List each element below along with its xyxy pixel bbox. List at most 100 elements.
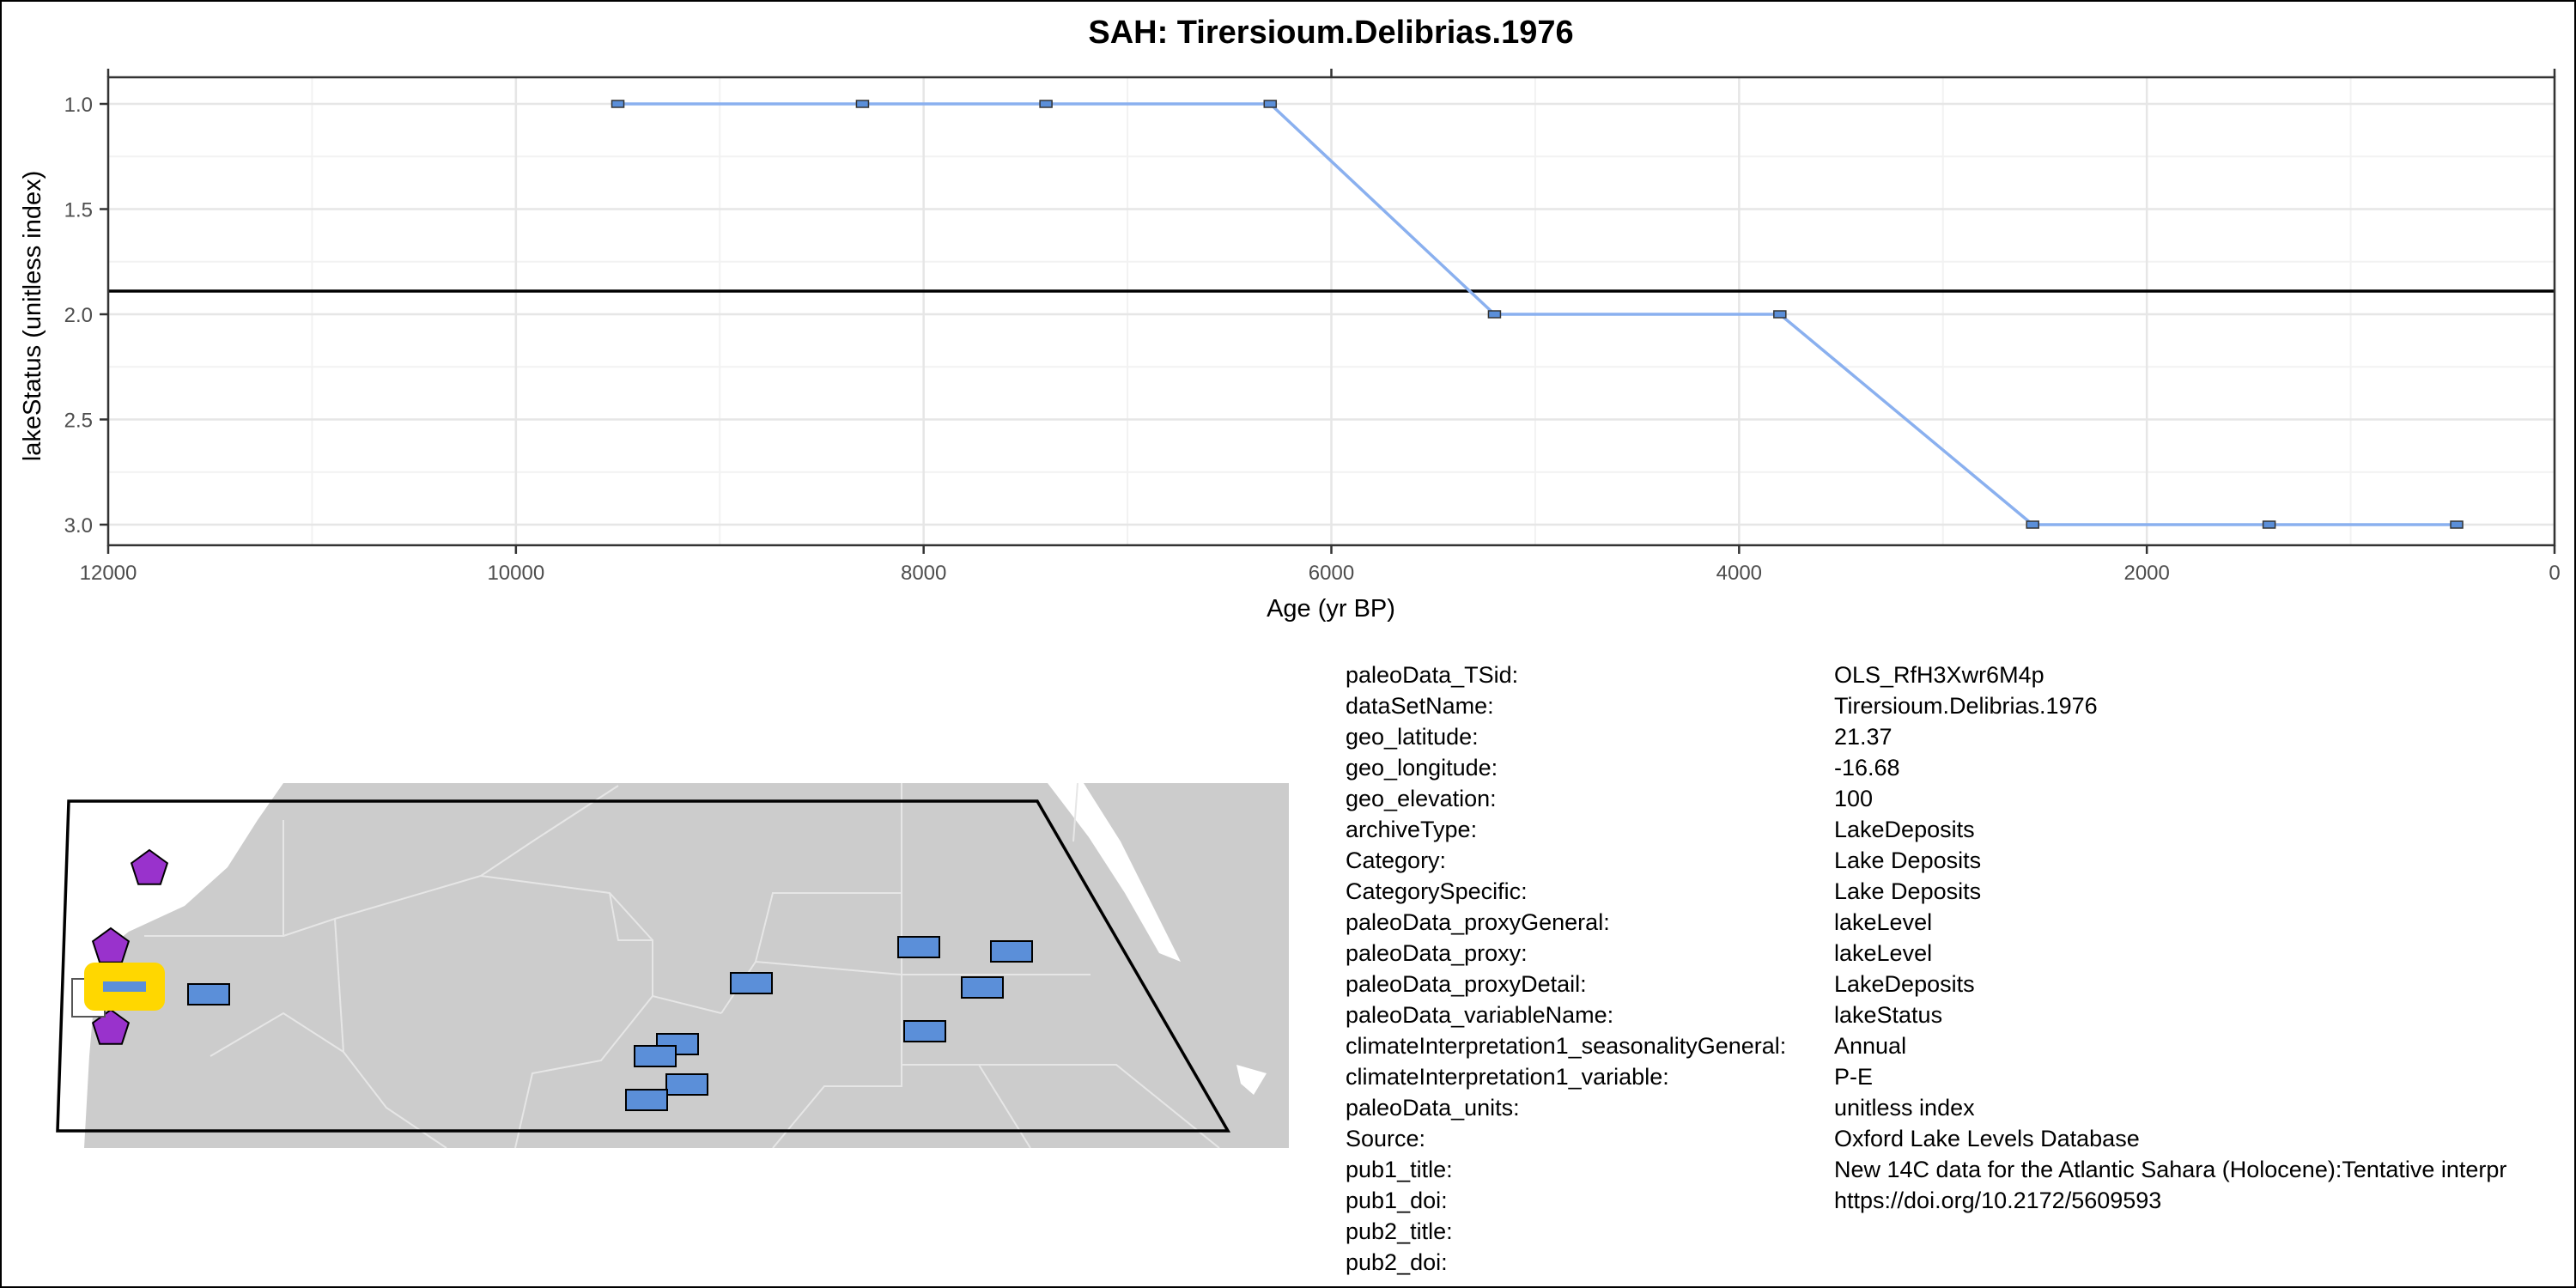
data-point (1263, 100, 1278, 108)
y-tick-label: 2.0 (64, 304, 93, 327)
metadata-value: P-E (1834, 1064, 1874, 1090)
country-border (210, 1012, 344, 1057)
pentagon-marker (91, 927, 131, 963)
metadata-row: Category: Lake Deposits (1346, 845, 2574, 876)
metadata-key: geo_latitude: (1346, 724, 1479, 750)
site-marker (634, 1045, 677, 1067)
metadata-value: Tirersioum.Delibrias.1976 (1834, 693, 2098, 719)
metadata-key: pub1_doi: (1346, 1188, 1448, 1213)
country-border (609, 892, 722, 1014)
metadata-key: Category: (1346, 848, 1447, 873)
metadata-key: paleoData_TSid: (1346, 662, 1519, 688)
metadata-row: geo_latitude: 21.37 (1346, 721, 2574, 752)
metadata-row: geo_elevation: 100 (1346, 783, 2574, 814)
metadata-key: geo_longitude: (1346, 755, 1498, 781)
y-tick-label: 3.0 (64, 514, 93, 538)
metadata-row: Source: Oxford Lake Levels Database (1346, 1123, 2574, 1154)
metadata-key: climateInterpretation1_seasonalityGenera… (1346, 1033, 1787, 1059)
country-border (979, 1064, 1220, 1148)
chart-title: SAH: Tirersioum.Delibrias.1976 (1088, 15, 1573, 51)
line-plot: 12000 10000 8000 6000 4000 2000 0 1.0 1.5 2.0 2.5 3… (64, 69, 2561, 585)
metadata-row: paleoData_variableName: lakeStatus (1346, 999, 2574, 1030)
metadata-key: paleoData_proxy: (1346, 940, 1528, 966)
metadata-key: Source: (1346, 1126, 1426, 1151)
metadata-value: New 14C data for the Atlantic Sahara (Ho… (1834, 1157, 2507, 1182)
data-point (1773, 310, 1787, 319)
y-axis-label: lakeStatus (unitless index) (19, 171, 46, 462)
current-site-marker (103, 981, 146, 992)
metadata-value: OLS_RfH3Xwr6M4p (1834, 662, 2044, 688)
region-outline (56, 799, 1231, 1133)
site-marker (897, 936, 940, 958)
metadata-row: pub1_doi: https://doi.org/10.2172/5609593 (1346, 1185, 2574, 1216)
x-tick-label: 0 (2549, 562, 2560, 585)
metadata-table: paleoData_TSid: OLS_RfH3Xwr6M4p dataSetNam… (1346, 659, 2574, 1282)
metadata-key: paleoData_proxyGeneral: (1346, 909, 1610, 935)
metadata-row: paleoData_proxy: lakeLevel (1346, 938, 2574, 969)
metadata-row: paleoData_units: unitless index (1346, 1092, 2574, 1123)
map-area (55, 783, 1289, 1148)
data-point (1039, 100, 1053, 108)
metadata-key: CategorySpecific: (1346, 878, 1528, 904)
country-border (755, 892, 902, 963)
x-tick-label: 4000 (1716, 562, 1762, 585)
metadata-value: https://doi.org/10.2172/5609593 (1834, 1188, 2162, 1213)
metadata-row: CategorySpecific: Lake Deposits (1346, 876, 2574, 907)
metadata-row: paleoData_proxyGeneral: lakeLevel (1346, 907, 2574, 938)
y-tick-label: 1.5 (64, 199, 93, 222)
metadata-row: geo_longitude: -16.68 (1346, 752, 2574, 783)
metadata-key: pub1_title: (1346, 1157, 1453, 1182)
metadata-value: Oxford Lake Levels Database (1834, 1126, 2140, 1151)
metadata-key: pub2_title: (1346, 1218, 1453, 1244)
pentagon-marker (130, 848, 169, 885)
metadata-row: dataSetName: Tirersioum.Delibrias.1976 (1346, 690, 2574, 721)
y-tick-label: 2.5 (64, 410, 93, 433)
country-border (1072, 783, 1078, 842)
ocean-atlantic (55, 783, 283, 1148)
metadata-value: lakeLevel (1834, 909, 1933, 935)
metadata-row: paleoData_proxyDetail: LakeDeposits (1346, 969, 2574, 999)
site-marker (625, 1089, 668, 1111)
metadata-key: paleoData_units: (1346, 1095, 1520, 1121)
pentagon-marker (91, 1008, 131, 1045)
metadata-key: paleoData_proxyDetail: (1346, 971, 1587, 997)
metadata-value: -16.68 (1834, 755, 1900, 781)
metadata-value: Lake Deposits (1834, 878, 1982, 904)
metadata-value: Annual (1834, 1033, 1907, 1059)
metadata-value: LakeDeposits (1834, 971, 1975, 997)
site-marker (961, 976, 1004, 999)
metadata-value: Lake Deposits (1834, 848, 1982, 873)
metadata-key: pub2_doi: (1346, 1249, 1448, 1275)
metadata-value: unitless index (1834, 1095, 1975, 1121)
metadata-value: LakeDeposits (1834, 817, 1975, 842)
red-sea (1048, 783, 1181, 962)
metadata-key: archiveType: (1346, 817, 1478, 842)
metadata-value: lakeStatus (1834, 1002, 1943, 1028)
data-point (855, 100, 870, 108)
data-point (611, 100, 625, 108)
x-tick-label: 10000 (487, 562, 544, 585)
site-marker (990, 940, 1033, 963)
x-tick-label: 8000 (901, 562, 946, 585)
x-axis-label: Age (yr BP) (1267, 595, 1395, 623)
y-tick-label: 1.0 (64, 94, 93, 117)
metadata-row: archiveType: LakeDeposits (1346, 814, 2574, 845)
data-point (1487, 310, 1502, 319)
site-map (55, 783, 1289, 1148)
gulf (1236, 1065, 1267, 1095)
metadata-key: climateInterpretation1_variable: (1346, 1064, 1669, 1090)
x-tick-label: 2000 (2123, 562, 2169, 585)
site-marker (656, 1033, 699, 1055)
metadata-value (1834, 1247, 2574, 1278)
metadata-row: pub2_title: (1346, 1216, 2574, 1247)
country-border (334, 785, 619, 920)
data-point (2026, 520, 2039, 529)
site-marker (665, 1073, 708, 1096)
metadata-value (1834, 1216, 2574, 1247)
country-border (514, 995, 653, 1148)
metadata-value: 100 (1834, 786, 1874, 811)
metadata-row: climateInterpretation1_seasonalityGenera… (1346, 1030, 2574, 1061)
metadata-row: pub1_title: New 14C data for the Atlantic… (1346, 1154, 2574, 1185)
